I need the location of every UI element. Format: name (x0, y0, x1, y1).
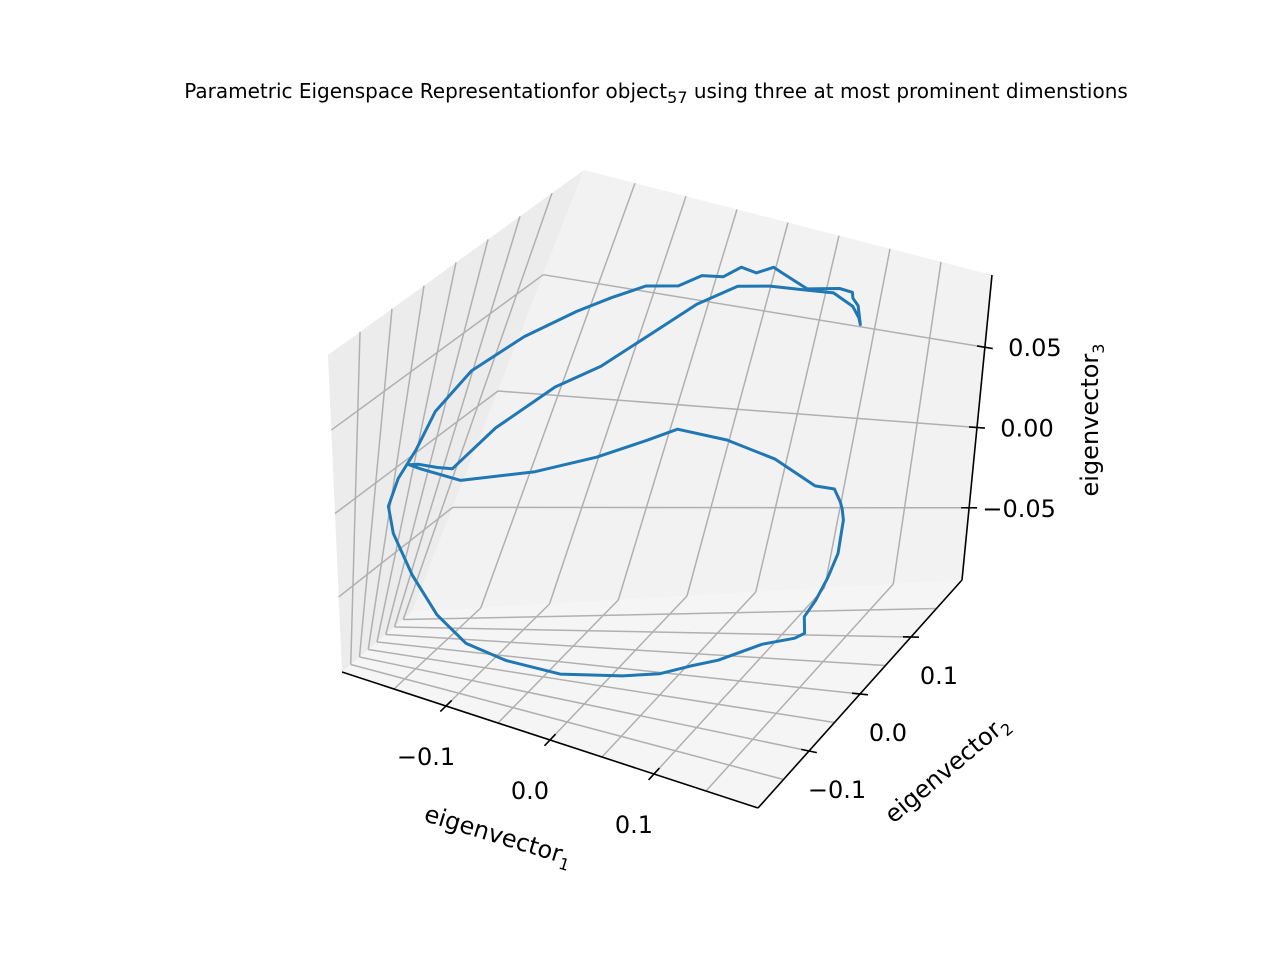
series-line-1 (386, 265, 862, 678)
z-tick-label: 0.00 (1000, 415, 1053, 443)
z-axis-label-subscript: 3 (1089, 344, 1108, 354)
pane-back-wall (412, 170, 992, 612)
x-tick-label: −0.1 (397, 743, 455, 771)
gridline-y-floor (403, 607, 937, 621)
chart-title: Parametric Eigenspace Representationfor … (184, 79, 1128, 107)
series-group (386, 265, 862, 678)
z-tick-mark (976, 345, 993, 350)
x-axis-label: eigenvector1 (420, 800, 576, 875)
x-tick-label: 0.1 (615, 811, 653, 839)
y-tick-label: 0.1 (920, 662, 958, 690)
pane-left-wall (328, 170, 584, 672)
z-tick-mark (968, 426, 986, 429)
gridline-y-floor (359, 656, 810, 752)
z-axis-label-text: eigenvector (1076, 354, 1104, 497)
z-tick-label: −0.05 (982, 495, 1056, 523)
y-tick-label: −0.1 (808, 776, 866, 804)
gridline-y-floor (385, 633, 886, 667)
y-tick-label: 0.0 (869, 719, 907, 747)
z-axis-label: eigenvector3 (1076, 344, 1108, 497)
gridline-z-back (497, 390, 978, 429)
gridline-z-left (334, 390, 499, 515)
y-tick-mark (851, 692, 869, 696)
grid-lines (330, 182, 986, 792)
title-subscript: 57 (667, 88, 687, 107)
gridline-z-left (330, 274, 544, 431)
axes-panes (328, 170, 992, 808)
z-tick-label: 0.05 (1008, 334, 1061, 362)
x-axis-label-text: eigenvector (421, 800, 566, 869)
gridline-z-left (338, 506, 454, 598)
tick-labels: −0.1 0.0 0.1 −0.1 0.0 0.1 −0.05 0.00 0.05 (397, 334, 1062, 839)
gridline-y-floor (376, 641, 861, 695)
gridline-y-floor (368, 648, 835, 724)
y-tick-mark (801, 748, 817, 754)
x-tick-mark (543, 733, 557, 747)
title-text: Parametric Eigenspace Representationfor … (184, 79, 667, 103)
x-tick-label: 0.0 (511, 777, 549, 805)
x-tick-mark (648, 767, 660, 781)
gridline-y-floor (394, 626, 912, 638)
gridline-z-back (543, 273, 986, 348)
x-tick-mark (439, 699, 453, 713)
gridline-y-floor (350, 663, 784, 781)
title-text-end: using three at most prominent dimenstion… (688, 79, 1128, 103)
